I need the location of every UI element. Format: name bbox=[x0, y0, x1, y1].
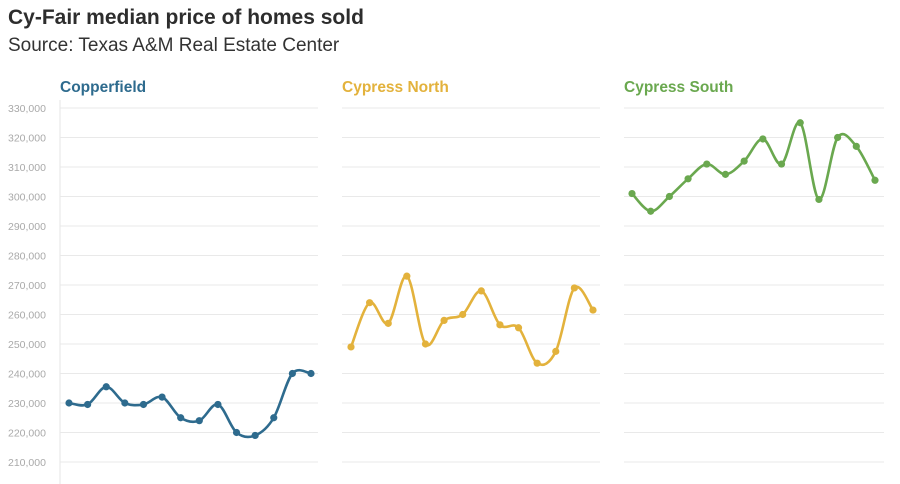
data-point-cypress-south bbox=[647, 207, 655, 215]
data-point-cypress-north bbox=[514, 324, 523, 332]
data-point-copperfield bbox=[139, 400, 148, 409]
data-point-cypress-south bbox=[665, 192, 673, 201]
y-tick-label: 210,000 bbox=[8, 457, 46, 469]
panel-title-cypress-south: Cypress South bbox=[624, 79, 733, 96]
data-point-cypress-north bbox=[477, 287, 485, 295]
data-point-cypress-north bbox=[533, 359, 541, 367]
y-tick-label: 290,000 bbox=[8, 221, 46, 233]
y-tick-label: 240,000 bbox=[8, 369, 46, 381]
chart-subtitle: Source: Texas A&M Real Estate Center bbox=[8, 35, 340, 56]
data-point-cypress-south bbox=[834, 133, 842, 142]
data-point-cypress-south bbox=[852, 142, 860, 150]
data-point-cypress-north bbox=[496, 321, 504, 329]
y-tick-label: 250,000 bbox=[8, 339, 46, 351]
data-point-cypress-south bbox=[684, 175, 692, 183]
data-point-cypress-south bbox=[777, 160, 786, 168]
series-line-copperfield bbox=[67, 368, 313, 439]
data-point-cypress-north bbox=[366, 299, 374, 307]
y-tick-label: 310,000 bbox=[8, 162, 46, 174]
y-tick-label: 280,000 bbox=[8, 251, 46, 263]
data-point-cypress-south bbox=[703, 160, 711, 168]
panel-title-copperfield: Copperfield bbox=[60, 79, 146, 96]
series-line-cypress-south bbox=[630, 121, 877, 213]
data-point-copperfield bbox=[251, 431, 259, 440]
y-tick-label: 230,000 bbox=[8, 398, 46, 410]
y-tick-label: 330,000 bbox=[8, 103, 46, 115]
data-point-copperfield bbox=[307, 369, 315, 378]
data-point-copperfield bbox=[158, 393, 166, 401]
data-point-copperfield bbox=[214, 400, 222, 409]
y-tick-label: 270,000 bbox=[8, 280, 46, 292]
data-point-copperfield bbox=[195, 417, 203, 425]
data-point-cypress-south bbox=[871, 176, 879, 184]
data-point-cypress-south bbox=[796, 119, 804, 127]
data-point-copperfield bbox=[288, 369, 296, 378]
data-point-cypress-south bbox=[628, 189, 636, 198]
data-point-cypress-south bbox=[721, 170, 730, 178]
y-tick-label: 300,000 bbox=[8, 192, 46, 204]
data-point-cypress-north bbox=[589, 306, 597, 314]
data-point-cypress-north bbox=[384, 319, 392, 327]
data-point-cypress-north bbox=[552, 347, 560, 355]
data-point-copperfield bbox=[102, 383, 110, 391]
data-point-copperfield bbox=[177, 414, 185, 422]
data-point-cypress-north bbox=[347, 343, 355, 351]
data-point-cypress-north bbox=[570, 284, 578, 292]
data-point-cypress-south bbox=[740, 157, 748, 165]
data-point-cypress-south bbox=[759, 135, 767, 143]
data-point-cypress-north bbox=[459, 310, 467, 319]
data-point-copperfield bbox=[121, 399, 129, 407]
y-tick-label: 220,000 bbox=[8, 428, 46, 440]
data-point-copperfield bbox=[84, 400, 92, 409]
y-tick-label: 260,000 bbox=[8, 310, 46, 322]
data-point-cypress-north bbox=[440, 316, 448, 324]
data-point-copperfield bbox=[232, 428, 241, 437]
data-point-cypress-north bbox=[403, 272, 411, 280]
chart-title: Cy-Fair median price of homes sold bbox=[8, 6, 364, 29]
y-tick-label: 320,000 bbox=[8, 133, 46, 145]
data-point-cypress-north bbox=[421, 340, 430, 348]
data-point-copperfield bbox=[65, 399, 73, 407]
data-point-cypress-south bbox=[815, 195, 823, 204]
panel-title-cypress-north: Cypress North bbox=[342, 79, 449, 96]
data-point-copperfield bbox=[270, 414, 278, 422]
